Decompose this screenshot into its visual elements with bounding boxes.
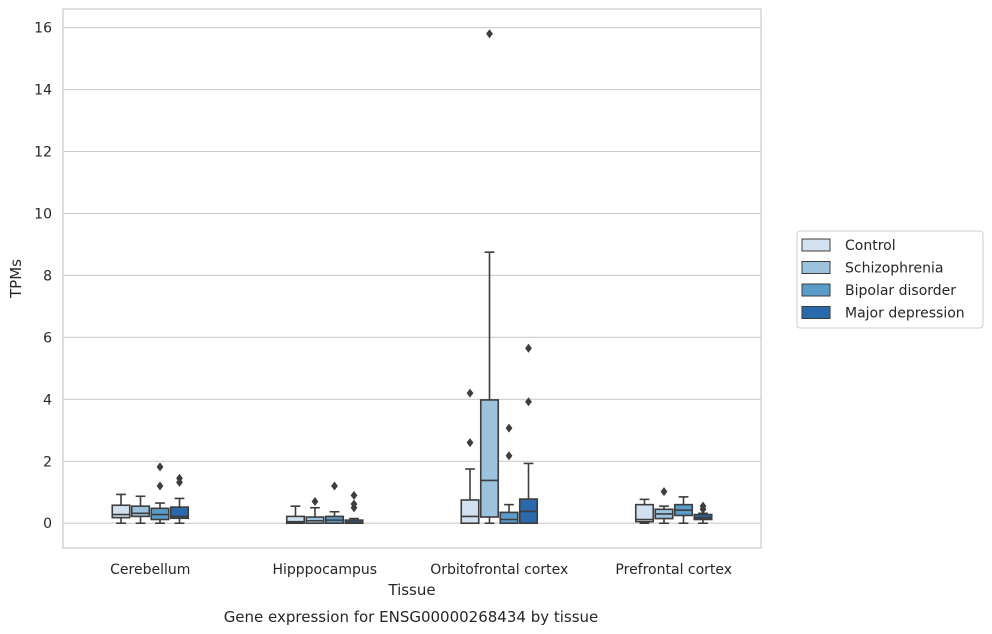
outlier-point [466,388,474,398]
box-schizophrenia [479,29,500,525]
y-tick-label: 0 [43,516,52,532]
y-tick-label: 14 [34,83,52,99]
y-tick-label: 4 [43,392,52,408]
box-control [634,498,655,525]
outlier-point [176,473,183,483]
outlier-point [350,499,358,509]
y-tick-label: 6 [43,330,52,346]
box-bipolar-disorder [499,423,519,525]
box-schizophrenia [654,487,674,525]
plot-frame [62,8,762,549]
box-bipolar-disorder [150,462,170,525]
box-iqr [169,506,190,520]
outlier-point [156,481,164,491]
box-control [111,493,131,525]
x-tick-label: Prefrontal cortex [615,562,732,578]
box-iqr [130,505,151,518]
y-tick-label: 2 [43,454,52,470]
box-bipolar-disorder [673,496,694,525]
outlier-point [505,451,513,461]
y-axis-label: TPMs [7,259,25,299]
box-schizophrenia [130,495,151,525]
y-gridlines [63,27,761,524]
box-iqr [499,511,519,525]
legend-entry: Bipolar disorder [845,283,956,299]
x-tick-labels: Cerebellum Hipppocampus Orbitofrontal cort… [110,562,732,578]
legend-frame [796,230,984,329]
box-major-depression [518,343,539,525]
outlier-point [505,423,513,433]
box-major-depression [169,473,190,525]
legend-swatch [801,283,831,297]
box-schizophrenia [305,497,325,525]
legend-swatch [801,261,831,274]
y-tick-label: 12 [34,144,52,160]
x-tick-label: Hipppocampus [272,562,377,578]
legend-swatch [801,306,831,319]
x-tick-label: Cerebellum [110,562,190,578]
legend: Control Schizophrenia Bipolar disorder Majo… [796,230,984,329]
outlier-point [350,490,358,500]
legend-entry: Control [845,238,896,254]
outlier-point [156,462,164,472]
outlier-point [466,438,474,448]
box-iqr [460,499,480,525]
legend-entry: Schizophrenia [845,261,943,277]
outlier-point [660,487,668,497]
box-iqr [285,515,306,525]
box-bipolar-disorder [324,481,345,525]
box-major-depression [693,501,713,525]
box-iqr [479,399,500,518]
y-tick-labels: 0 2 4 6 8 10 12 14 16 [34,21,52,533]
legend-swatch [801,238,831,252]
plot-area [111,29,713,525]
legend-entry: Major depression [845,306,965,322]
box-control [285,505,306,525]
box-iqr [634,503,655,523]
outlier-point [525,343,532,353]
outlier-point [331,481,338,491]
y-tick-label: 16 [34,21,52,37]
chart-caption: Gene expression for ENSG00000268434 by t… [224,608,599,626]
x-tick-label: Orbitofrontal cortex [430,562,568,578]
outlier-point [311,497,319,507]
x-axis-label: Tissue [387,581,435,599]
box-major-depression [344,490,364,525]
outlier-point [525,397,532,407]
outlier-point [486,29,493,39]
box-control [460,388,480,525]
box-iqr [111,504,131,519]
y-tick-label: 10 [34,206,52,222]
outlier-point [699,501,707,511]
y-tick-label: 8 [43,268,52,284]
